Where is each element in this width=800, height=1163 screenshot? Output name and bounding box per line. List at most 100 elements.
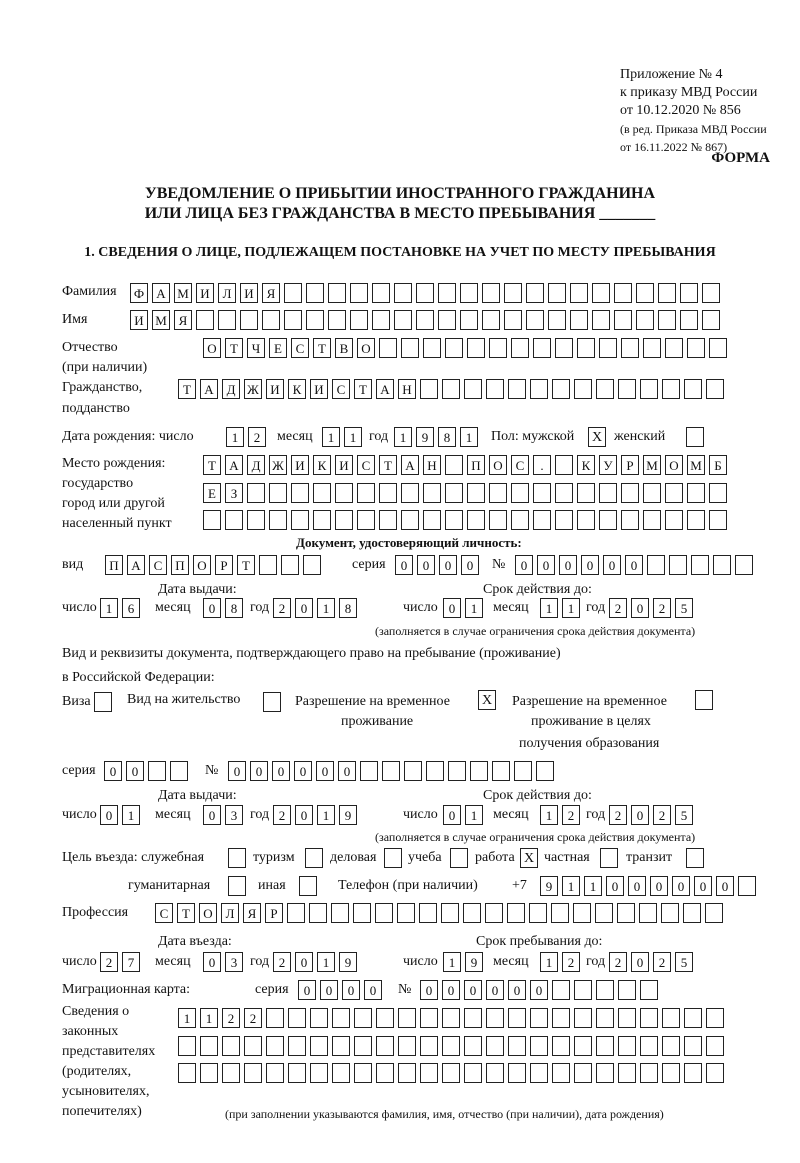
char-cell[interactable] (266, 1036, 284, 1056)
char-cell[interactable]: 0 (342, 980, 360, 1000)
char-cell[interactable] (354, 1008, 372, 1028)
char-cell[interactable] (332, 1008, 350, 1028)
char-cell[interactable]: Д (247, 455, 265, 475)
char-cell[interactable] (705, 903, 723, 923)
char-cell[interactable] (398, 1063, 416, 1083)
char-cell[interactable] (401, 338, 419, 358)
char-cell[interactable] (357, 510, 375, 530)
char-cell[interactable]: Б (709, 455, 727, 475)
char-cell[interactable]: О (203, 338, 221, 358)
char-cell[interactable] (640, 1063, 658, 1083)
char-cell[interactable] (552, 1063, 570, 1083)
reps-field-line3[interactable] (178, 1063, 724, 1083)
purpose-study-checkbox[interactable] (450, 848, 468, 868)
char-cell[interactable] (357, 483, 375, 503)
char-cell[interactable] (658, 310, 676, 330)
char-cell[interactable]: Н (398, 379, 416, 399)
char-cell[interactable] (335, 483, 353, 503)
char-cell[interactable] (596, 980, 614, 1000)
char-cell[interactable] (680, 310, 698, 330)
char-cell[interactable]: 0 (694, 876, 712, 896)
char-cell[interactable] (533, 510, 551, 530)
char-cell[interactable] (618, 1036, 636, 1056)
char-cell[interactable] (442, 1063, 460, 1083)
char-cell[interactable] (376, 1063, 394, 1083)
char-cell[interactable] (310, 1008, 328, 1028)
char-cell[interactable] (445, 338, 463, 358)
char-cell[interactable]: И (266, 379, 284, 399)
char-cell[interactable]: 0 (559, 555, 577, 575)
char-cell[interactable]: 2 (273, 805, 291, 825)
char-cell[interactable]: О (489, 455, 507, 475)
char-cell[interactable] (684, 1008, 702, 1028)
char-cell[interactable] (247, 510, 265, 530)
char-cell[interactable] (706, 379, 724, 399)
char-cell[interactable] (684, 1036, 702, 1056)
char-cell[interactable]: 0 (295, 805, 313, 825)
char-cell[interactable] (332, 1036, 350, 1056)
char-cell[interactable] (460, 283, 478, 303)
char-cell[interactable] (379, 483, 397, 503)
char-cell[interactable]: И (335, 455, 353, 475)
char-cell[interactable] (376, 1008, 394, 1028)
char-cell[interactable] (485, 903, 503, 923)
char-cell[interactable] (404, 761, 422, 781)
char-cell[interactable] (331, 903, 349, 923)
char-cell[interactable] (574, 1063, 592, 1083)
char-cell[interactable] (683, 903, 701, 923)
char-cell[interactable] (372, 310, 390, 330)
char-cell[interactable] (508, 1008, 526, 1028)
char-cell[interactable] (680, 283, 698, 303)
char-cell[interactable]: Ж (269, 455, 287, 475)
char-cell[interactable]: Я (262, 283, 280, 303)
residence-permit-checkbox[interactable] (263, 692, 281, 712)
char-cell[interactable] (577, 510, 595, 530)
char-cell[interactable]: 1 (540, 805, 558, 825)
char-cell[interactable] (262, 310, 280, 330)
char-cell[interactable]: 2 (273, 598, 291, 618)
char-cell[interactable] (662, 1036, 680, 1056)
char-cell[interactable]: И (310, 379, 328, 399)
char-cell[interactable] (310, 1036, 328, 1056)
char-cell[interactable]: С (149, 555, 167, 575)
char-cell[interactable] (287, 903, 305, 923)
char-cell[interactable]: 8 (225, 598, 243, 618)
char-cell[interactable] (178, 1036, 196, 1056)
char-cell[interactable] (662, 379, 680, 399)
char-cell[interactable]: 1 (394, 427, 412, 447)
char-cell[interactable] (423, 483, 441, 503)
char-cell[interactable] (266, 1008, 284, 1028)
char-cell[interactable]: 0 (650, 876, 668, 896)
char-cell[interactable] (448, 761, 466, 781)
char-cell[interactable] (504, 283, 522, 303)
char-cell[interactable] (489, 510, 507, 530)
char-cell[interactable]: Р (621, 455, 639, 475)
char-cell[interactable]: И (291, 455, 309, 475)
char-cell[interactable] (225, 510, 243, 530)
char-cell[interactable] (482, 283, 500, 303)
char-cell[interactable] (423, 510, 441, 530)
char-cell[interactable] (691, 555, 709, 575)
char-cell[interactable] (617, 903, 635, 923)
char-cell[interactable]: У (599, 455, 617, 475)
char-cell[interactable]: 8 (339, 598, 357, 618)
char-cell[interactable] (441, 903, 459, 923)
char-cell[interactable]: 0 (442, 980, 460, 1000)
char-cell[interactable] (306, 310, 324, 330)
char-cell[interactable]: И (240, 283, 258, 303)
char-cell[interactable] (332, 1063, 350, 1083)
char-cell[interactable] (639, 903, 657, 923)
char-cell[interactable]: 2 (222, 1008, 240, 1028)
char-cell[interactable] (222, 1036, 240, 1056)
